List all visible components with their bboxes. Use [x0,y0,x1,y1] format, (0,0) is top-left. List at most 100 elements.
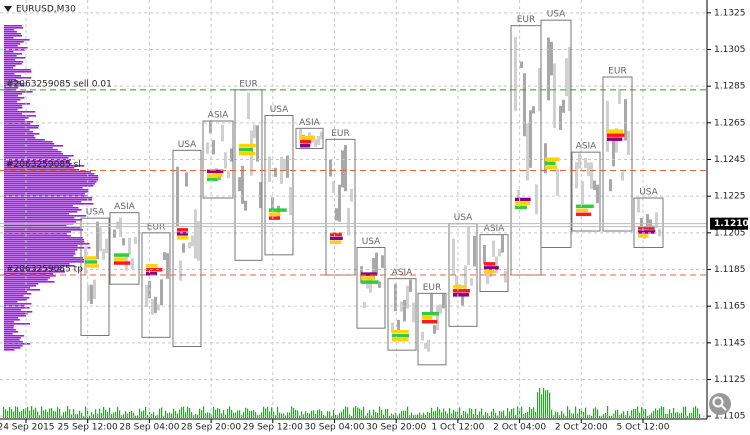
price-bar [483,245,486,265]
volume-bar [623,411,625,418]
volume-bar [69,409,71,418]
volume-bar [507,408,509,418]
price-bar [375,252,378,276]
volume-bar [41,406,43,418]
symbol-menu-icon[interactable] [4,6,12,12]
volume-bar [315,413,317,418]
volume-bar [207,412,209,418]
profile-bar [4,299,27,301]
zoom-icon[interactable] [709,393,731,415]
profile-bar [4,153,63,155]
volume-bar [235,412,237,418]
volume-bar [35,407,37,418]
session-box [540,19,572,248]
profile-bar [4,157,69,159]
volume-bar [447,413,449,418]
volume-bar [641,407,643,418]
price-bar [335,208,338,221]
volume-bar [527,412,529,418]
zoom-button[interactable] [709,393,731,415]
profile-bar [4,53,22,55]
profile-bar [4,37,14,39]
volume-bar [393,414,395,418]
profile-bar [4,77,32,79]
volume-bar [155,415,157,418]
price-bar [646,214,649,230]
volume-bar [655,408,657,418]
volume-bar [413,415,415,418]
price-bar [87,285,90,302]
volume-bar [293,407,295,418]
volume-bar [245,407,247,418]
volume-bar [125,411,127,418]
profile-bar [4,327,14,329]
profile-bar [4,55,17,57]
profile-bar [4,149,58,151]
profile-segment [239,151,256,156]
volume-bar [13,411,15,418]
profile-bar [4,61,24,63]
volume-bar [291,406,293,418]
y-tick-label: 1.1185 [714,265,746,275]
y-tick-label: 1.1125 [714,375,746,385]
profile-bar [4,311,33,313]
profile-segment [361,280,379,284]
volume-bar [419,412,421,418]
profile-bar [4,321,14,323]
volume-bar [209,412,211,418]
price-bar [182,243,185,253]
volume-bar [27,406,29,418]
profile-segment [453,289,471,293]
profile-bar [4,275,56,277]
chart-title: EURUSD,M30 [16,5,76,15]
volume-bar [479,411,481,418]
profile-bar [4,135,35,137]
volume-bar [285,415,287,418]
profile-bar [4,105,23,107]
volume-bar [203,406,205,418]
volume-bar [187,406,189,418]
price-bar [363,302,366,309]
profile-segment [638,230,656,234]
price-bar [609,179,612,192]
profile-bar [4,113,23,115]
volume-bar [175,411,177,418]
profile-bar [4,325,14,327]
profile-bar [4,151,62,153]
volume-bar [61,415,63,418]
profile-bar [4,185,94,187]
volume-bar [661,406,663,418]
profile-bar [4,163,72,165]
profile-bar [4,117,29,119]
price-bar [299,128,302,141]
profile-bar [4,239,84,241]
volume-bar [469,408,471,418]
volume-bar [599,415,601,418]
volume-bar [181,407,183,418]
profile-segment [177,228,188,232]
profile-bar [4,133,40,135]
profile-segment [146,272,158,276]
profile-bar [4,107,23,109]
volume-bar [195,413,197,418]
price-bar [122,238,125,246]
volume-bar [327,411,329,418]
y-tick-label: 1.1305 [714,45,746,55]
profile-bar [4,217,75,219]
profile-bar [4,119,25,121]
profile-segment [392,337,409,342]
profile-bar [4,69,31,71]
volume-bar [325,415,327,418]
volume-bar [465,411,467,418]
volume-bar [137,415,139,418]
volume-bar [9,406,11,418]
price-bar [176,166,179,226]
profile-bar [4,177,99,179]
profile-bar [4,301,18,303]
profile-bar [4,265,75,267]
profile-bar [4,251,75,253]
price-bar [658,228,661,237]
price-bar [486,271,489,285]
profile-bar [4,255,74,257]
